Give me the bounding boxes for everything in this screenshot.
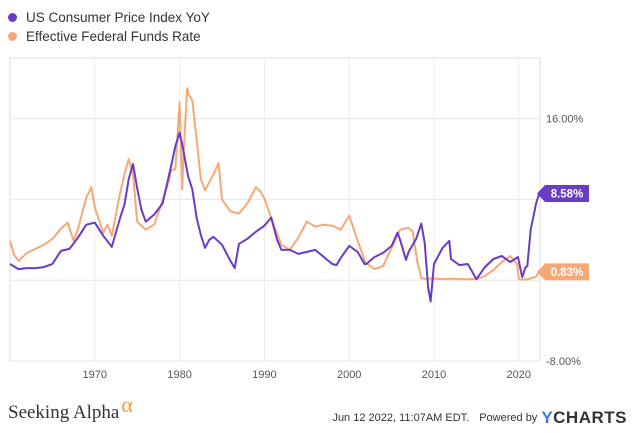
fed-funds-end-label: 0.83% bbox=[537, 263, 589, 281]
x-tick-label: 1990 bbox=[252, 369, 276, 381]
x-tick-label: 2010 bbox=[422, 369, 446, 381]
y-tick-label: -8.00% bbox=[546, 356, 581, 368]
x-tick-label: 1980 bbox=[167, 369, 191, 381]
cpi-series-line[interactable] bbox=[9, 131, 541, 303]
seeking-alpha-logo: Seeking Alphaα bbox=[8, 392, 133, 424]
alpha-mark: α bbox=[121, 392, 133, 417]
legend: US Consumer Price Index YoY Effective Fe… bbox=[8, 8, 210, 46]
timestamp: Jun 12 2022, 11:07AM EDT. bbox=[332, 412, 470, 424]
ycharts-logo[interactable]: YCHARTS bbox=[541, 408, 627, 428]
seeking-alpha-text: Seeking Alpha bbox=[8, 402, 120, 423]
legend-label-fed-funds: Effective Federal Funds Rate bbox=[26, 29, 201, 44]
x-tick-label: 2000 bbox=[337, 369, 361, 381]
cpi-end-label: 8.58% bbox=[537, 185, 589, 203]
y-axis: 16.00% -8.00% bbox=[546, 114, 584, 368]
end-label-text: 8.58% bbox=[551, 189, 584, 201]
powered-by-text: Powered by bbox=[479, 412, 538, 424]
legend-dot-fed-funds bbox=[8, 32, 17, 41]
legend-item-fed-funds[interactable]: Effective Federal Funds Rate bbox=[8, 27, 210, 46]
ycharts-text: CHARTS bbox=[553, 408, 627, 427]
legend-item-cpi[interactable]: US Consumer Price Index YoY bbox=[8, 8, 210, 27]
legend-dot-cpi bbox=[8, 13, 17, 22]
end-labels: 8.58% 0.83% bbox=[537, 185, 589, 281]
series-layer bbox=[9, 87, 541, 303]
y-tick-label: 16.00% bbox=[546, 114, 584, 126]
fed-funds-series-line[interactable] bbox=[9, 87, 541, 281]
end-label-text: 0.83% bbox=[551, 267, 584, 279]
plot-frame bbox=[9, 57, 541, 362]
x-axis: 1970 1980 1990 2000 2010 2020 bbox=[83, 369, 531, 381]
grid-layer bbox=[10, 58, 540, 362]
legend-label-cpi: US Consumer Price Index YoY bbox=[26, 10, 210, 25]
ycharts-y-mark: Y bbox=[541, 408, 554, 427]
x-tick-label: 1970 bbox=[83, 369, 107, 381]
x-tick-label: 2020 bbox=[507, 369, 531, 381]
footer-attribution: Jun 12 2022, 11:07AM EDT. Powered by YCH… bbox=[332, 408, 627, 428]
